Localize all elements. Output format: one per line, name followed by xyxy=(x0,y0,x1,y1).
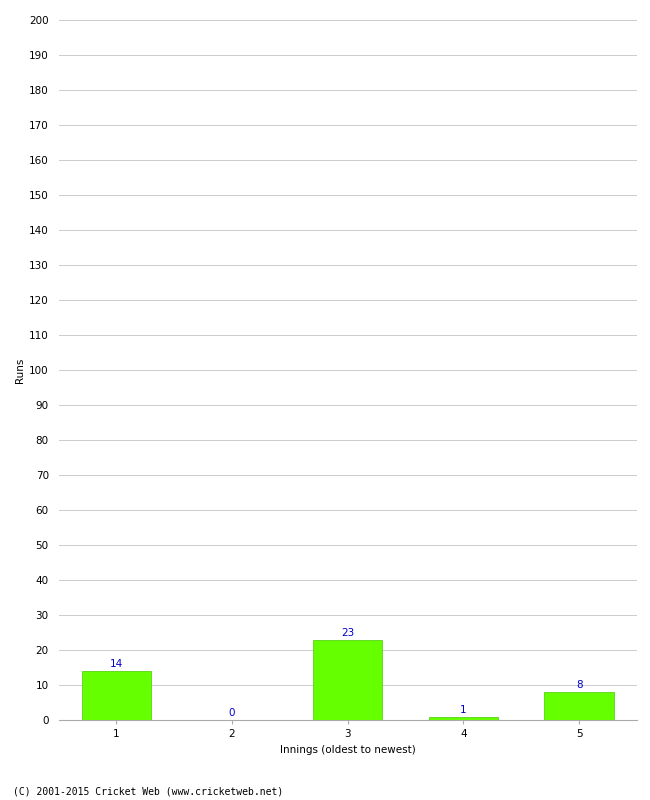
Bar xyxy=(82,671,151,720)
Bar xyxy=(313,639,382,720)
X-axis label: Innings (oldest to newest): Innings (oldest to newest) xyxy=(280,745,415,754)
Text: 1: 1 xyxy=(460,705,467,714)
Bar xyxy=(545,692,614,720)
Text: 14: 14 xyxy=(110,659,123,670)
Text: 8: 8 xyxy=(576,680,582,690)
Text: 23: 23 xyxy=(341,628,354,638)
Text: (C) 2001-2015 Cricket Web (www.cricketweb.net): (C) 2001-2015 Cricket Web (www.cricketwe… xyxy=(13,786,283,796)
Y-axis label: Runs: Runs xyxy=(15,358,25,382)
Bar xyxy=(429,717,498,720)
Text: 0: 0 xyxy=(229,708,235,718)
